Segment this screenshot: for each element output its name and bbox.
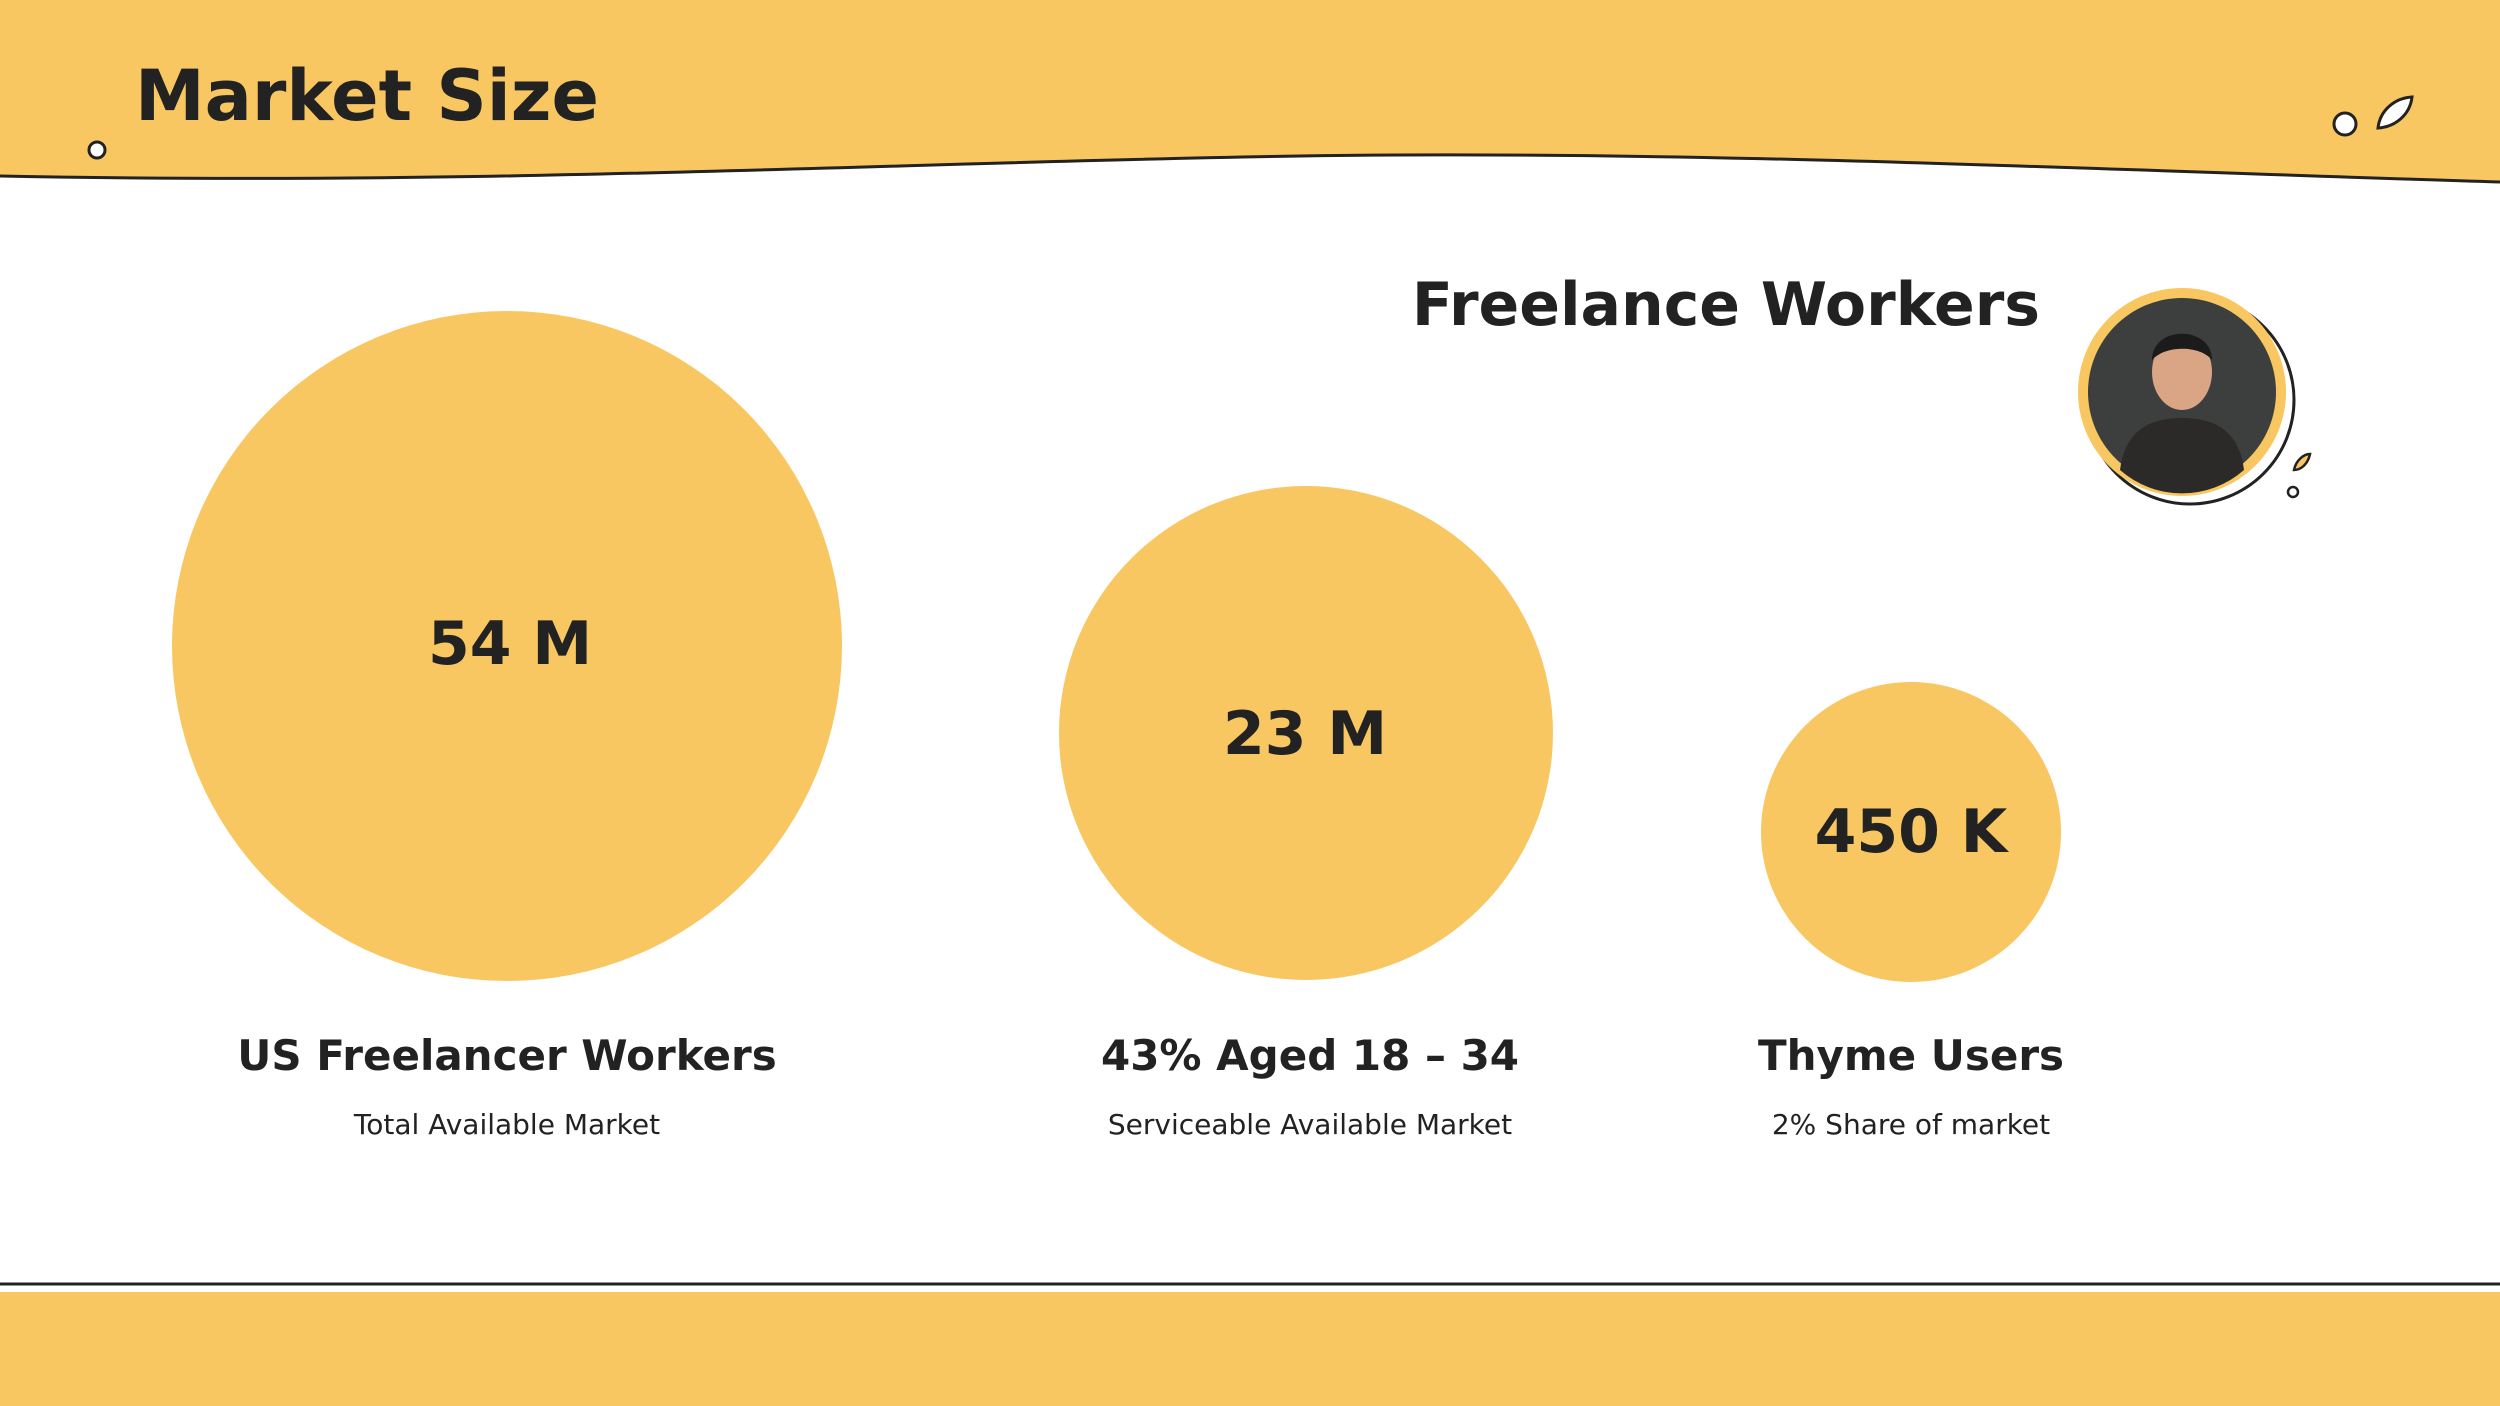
decor-leaf [2292,452,2312,472]
market-value: 23 M [1223,699,1387,769]
market-circle [1761,682,2061,982]
market-label: Thyme Users [1758,1031,2064,1080]
market-value: 450 K [1815,797,2010,867]
market-label: US Freelancer Workers [237,1031,776,1080]
decor-dot [87,140,107,160]
market-sublabel: Serviceable Available Market [1108,1108,1512,1141]
market-value: 54 M [428,609,592,679]
avatar-face [2152,334,2212,410]
footer-band [0,1292,2500,1406]
decor-dot [2332,111,2358,137]
market-circle [1059,486,1553,980]
decor-leaf [2376,95,2414,130]
avatar-body [2120,418,2244,494]
decor-dot [2286,485,2300,499]
avatar-hair [2152,333,2212,360]
header-band [0,0,2500,182]
header-line [0,153,2500,184]
market-circle [172,311,842,981]
market-sublabel: 2% Share of market [1772,1108,2050,1141]
market-label: 43% Aged 18 – 34 [1101,1031,1519,1080]
section-title: Freelance Workers [1412,270,2040,340]
page-title: Market Size [135,55,599,137]
market-sublabel: Total Available Market [353,1108,660,1141]
